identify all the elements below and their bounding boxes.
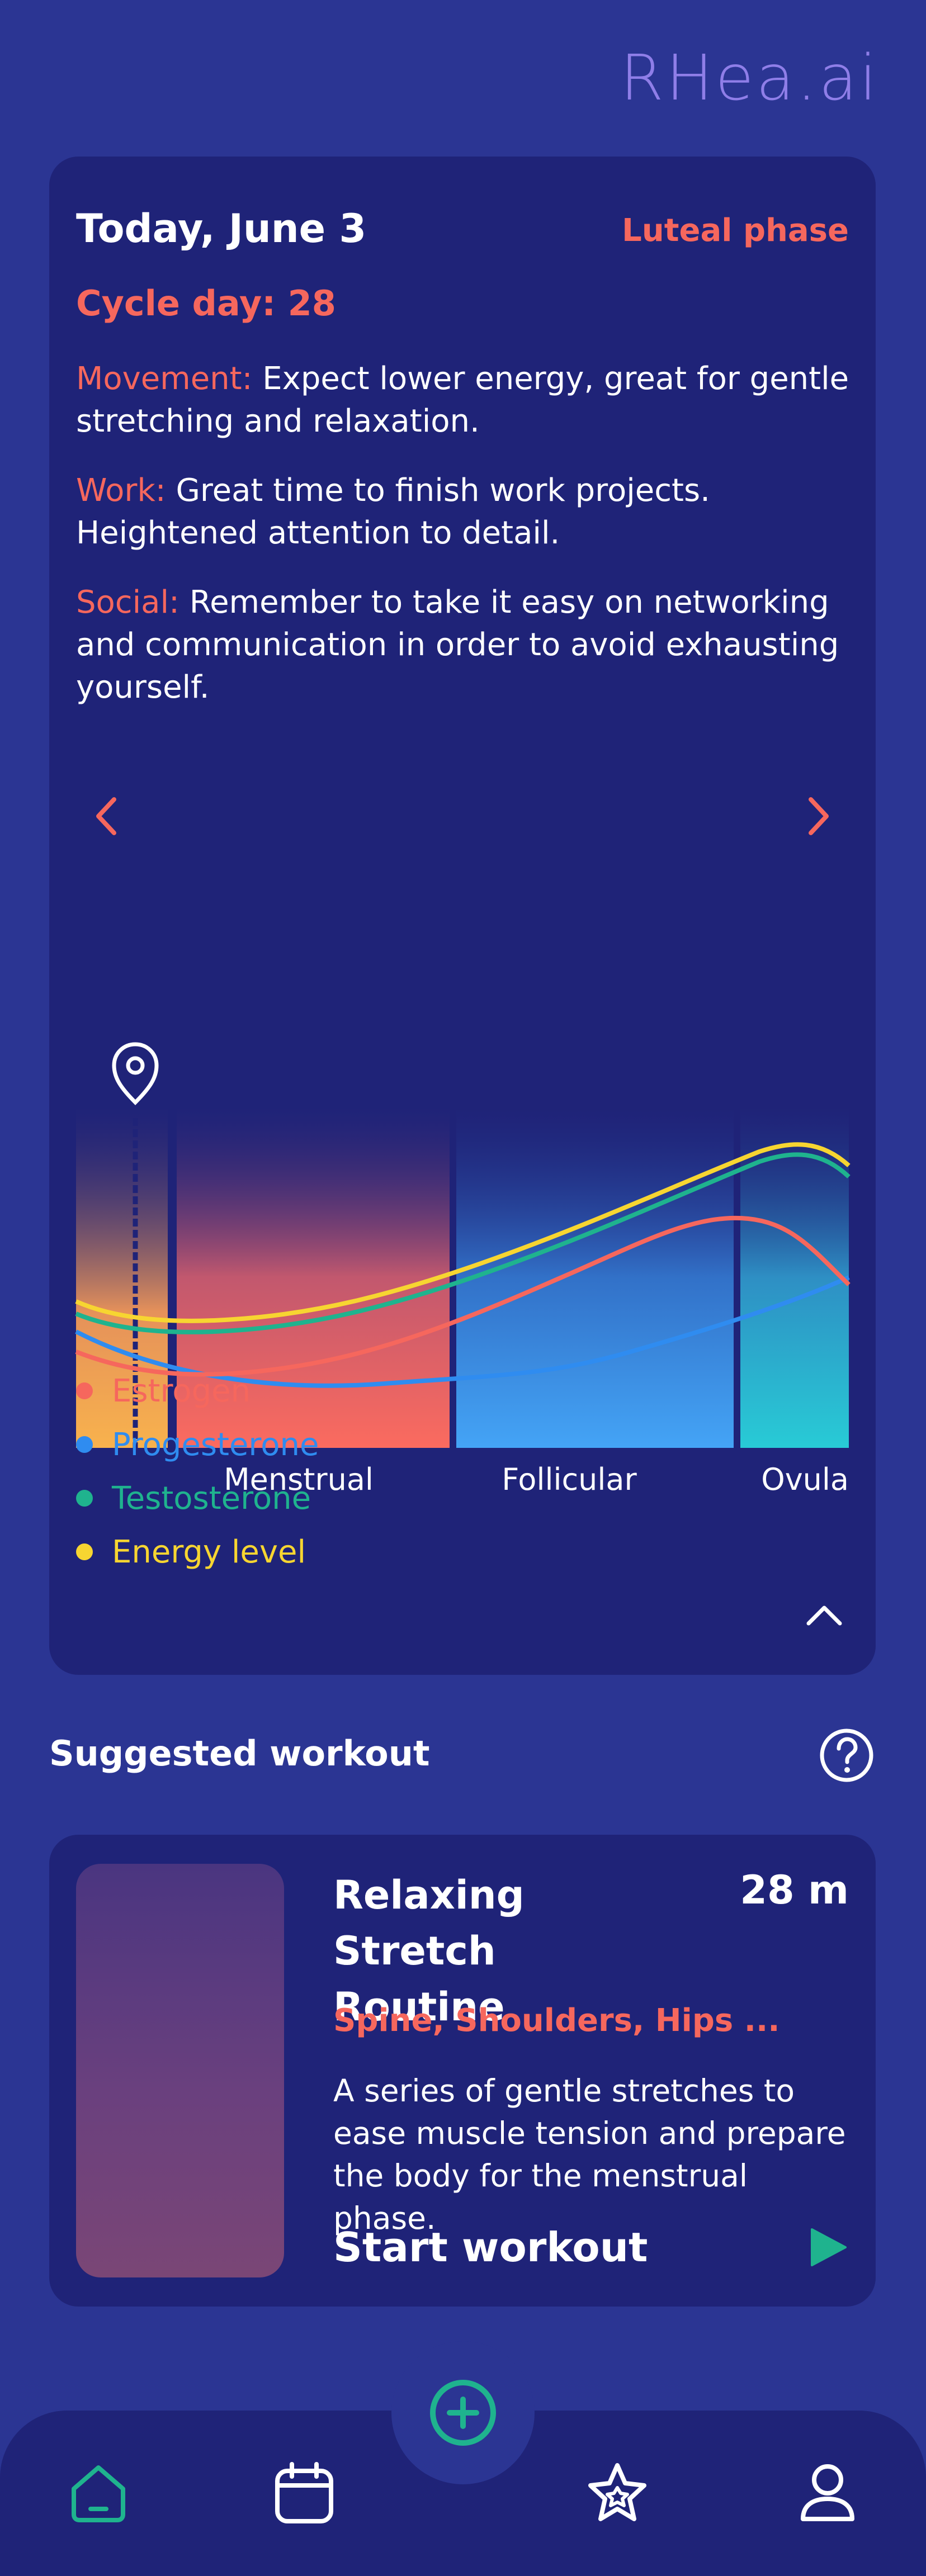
movement-text: Expect lower energy, great for gentle st… xyxy=(76,361,849,439)
progesterone-dot-icon xyxy=(76,1436,93,1453)
phase-label-ovulation: Ovula xyxy=(761,1462,849,1497)
phase-label: Luteal phase xyxy=(622,212,849,249)
social-advice: Social: Remember to take it easy on netw… xyxy=(76,581,859,709)
workout-tags: Spine, Shoulders, Hips ... xyxy=(333,2002,780,2039)
start-workout-button[interactable]: Start workout xyxy=(333,2224,648,2271)
user-icon[interactable] xyxy=(795,2461,860,2526)
work-label: Work: xyxy=(76,472,166,509)
today-title: Today, June 3 xyxy=(76,206,367,252)
work-text: Great time to finish work projects. Heig… xyxy=(76,472,710,551)
chevron-right-icon[interactable] xyxy=(803,788,837,844)
testosterone-line xyxy=(75,1152,851,1334)
home-icon[interactable] xyxy=(66,2461,131,2526)
cycle-day: Cycle day: 28 xyxy=(76,283,336,324)
chart-legend: Estrogen Progesterone Testosterone Energ… xyxy=(76,1364,319,1579)
energy-level-line xyxy=(75,1142,851,1323)
legend-item-progesterone[interactable]: Progesterone xyxy=(76,1418,319,1471)
star-icon[interactable] xyxy=(585,2461,650,2526)
phase-band-follicular xyxy=(456,1107,734,1448)
legend-item-energy[interactable]: Energy level xyxy=(76,1525,319,1579)
section-title: Suggested workout xyxy=(49,1733,430,1774)
estrogen-line xyxy=(75,1215,851,1377)
movement-advice: Movement: Expect lower energy, great for… xyxy=(76,358,859,443)
estrogen-dot-icon xyxy=(76,1382,93,1399)
phase-label-menstrual: Menstrual xyxy=(224,1462,374,1497)
legend-label: Testosterone xyxy=(112,1480,311,1517)
movement-label: Movement: xyxy=(76,361,253,397)
today-card: Today, June 3 Luteal phase Cycle day: 28… xyxy=(49,157,876,1675)
legend-label: Energy level xyxy=(112,1533,306,1570)
chevron-up-icon[interactable] xyxy=(802,1599,847,1632)
plus-circle-icon[interactable] xyxy=(427,2377,499,2449)
legend-label: Progesterone xyxy=(112,1426,319,1463)
workout-title: Relaxing Stretch Routine xyxy=(333,1872,525,2030)
phase-band-ovulation xyxy=(740,1107,849,1448)
legend-item-estrogen[interactable]: Estrogen xyxy=(76,1364,319,1418)
legend-item-testosterone[interactable]: Testosterone xyxy=(76,1471,319,1525)
workout-duration: 28 m xyxy=(740,1867,849,1913)
location-pin-icon xyxy=(112,1042,159,1105)
workout-card[interactable]: Relaxing Stretch Routine 28 m Spine, Sho… xyxy=(49,1835,876,2307)
legend-label: Estrogen xyxy=(112,1372,251,1409)
social-label: Social: xyxy=(76,584,179,621)
workout-description: A series of gentle stretches to ease mus… xyxy=(333,2073,846,2236)
social-text: Remember to take it easy on networking a… xyxy=(76,584,839,705)
phase-label-follicular: Follicular xyxy=(502,1462,637,1497)
app-logo: RHea.ai xyxy=(620,42,879,115)
chevron-left-icon[interactable] xyxy=(88,788,122,844)
energy-dot-icon xyxy=(76,1543,93,1560)
workout-thumbnail xyxy=(76,1864,284,2277)
help-icon[interactable] xyxy=(819,1727,875,1783)
calendar-icon[interactable] xyxy=(272,2461,337,2526)
hormone-chart: Menstrual Follicular Ovula xyxy=(75,1042,851,1497)
testosterone-dot-icon xyxy=(76,1490,93,1507)
play-icon[interactable] xyxy=(806,2226,849,2269)
work-advice: Work: Great time to finish work projects… xyxy=(76,470,859,555)
phase-band-menstrual xyxy=(177,1107,450,1448)
